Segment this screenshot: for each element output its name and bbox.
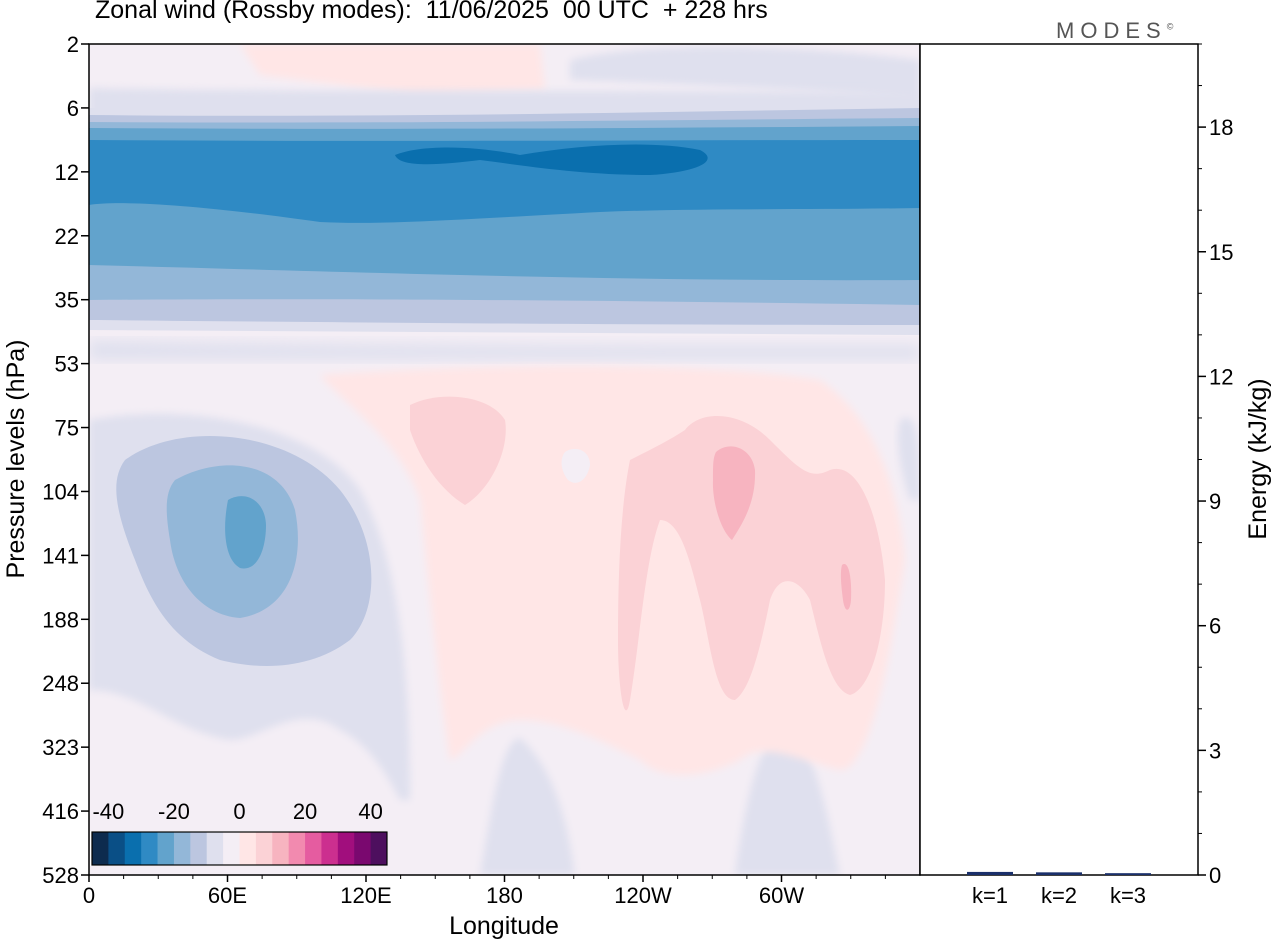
energy-y-tick-label: 6 [1209,614,1221,639]
colorbar-cell [141,832,158,865]
y-tick-label: 2 [67,32,79,57]
x-axis-label: Longitude [449,912,559,940]
energy-bar [967,871,1013,875]
colorbar-cell [370,832,388,865]
colorbar-cell [108,832,126,865]
colorbar-cell [354,832,372,865]
field-east-edge [898,417,920,500]
field-warm-90w [712,446,756,540]
colorbar-tick-label: -40 [92,799,124,824]
energy-y-tick-label: 9 [1209,489,1221,514]
y-tick-label: 6 [67,96,79,121]
colorbar-cell [239,832,257,865]
energy-y-tick-label: 0 [1209,863,1221,888]
energy-y-tick-label: 15 [1209,240,1233,265]
energy-x-tick-label: k=2 [1041,883,1077,908]
y-tick-label: 104 [42,479,79,504]
colorbar-cell [157,832,175,865]
colorbar-cell [272,832,290,865]
colorbar-tick-label: 40 [358,799,382,824]
field-band-53hpa [89,340,920,360]
colorbar-cell [173,832,191,865]
energy-y-tick-label: 18 [1209,115,1233,140]
brand-logo: MODES© [1056,18,1173,44]
x-tick-label: 120E [340,883,391,908]
colorbar-cells [92,832,388,865]
colorbar: -40 -20 0 20 40 [90,799,388,866]
y-tick-label: 416 [42,799,79,824]
field-neutral-spot [561,448,590,483]
colorbar-cell [288,832,306,865]
colorbar-cell [223,832,240,865]
colorbar-cell [255,832,273,865]
energy-bar [1036,872,1082,875]
brand-mark: © [1166,21,1174,32]
field-core-12hpa [395,144,708,175]
zonal-wind-field [89,44,920,875]
energy-y-axis-ticks: 0 3 6 9 12 15 18 [1198,43,1233,888]
field-cold-cell-core [225,496,266,569]
x-axis-ticks: 0 60E 120E 180 120W 60W [83,875,886,908]
y-tick-label: 528 [42,863,79,888]
field-warm-40w [840,564,852,610]
x-tick-label: 180 [486,883,523,908]
energy-x-axis-ticks: k=1 k=2 k=3 [972,883,1146,908]
y-tick-label: 53 [55,352,79,377]
colorbar-tick-label: 0 [233,799,245,824]
colorbar-cell [321,832,339,865]
energy-x-tick-label: k=1 [972,883,1008,908]
y-tick-label: 141 [42,543,79,568]
x-tick-label: 120W [614,883,672,908]
energy-axis-label: Energy (kJ/kg) [1244,378,1272,539]
field-negative-top [570,46,920,100]
energy-y-tick-label: 12 [1209,364,1233,389]
y-tick-label: 248 [42,671,79,696]
energy-bar [1105,873,1151,875]
y-tick-label: 12 [55,160,79,185]
y-axis-label: Pressure levels (hPa) [2,340,30,579]
y-tick-label: 35 [55,288,79,313]
energy-plot-frame [919,43,1199,876]
colorbar-cell [206,832,224,865]
x-tick-label: 60E [208,883,247,908]
colorbar-frame [91,831,388,866]
x-tick-label: 60W [759,883,804,908]
field-warm-150e [410,396,506,505]
y-tick-label: 22 [55,224,79,249]
y-tick-label: 188 [42,607,79,632]
colorbar-tick-label: -20 [158,799,190,824]
colorbar-cell [124,832,142,865]
energy-bars [967,871,1151,875]
field-lower-lobe-a [480,738,575,875]
colorbar-cell [337,832,355,865]
x-tick-label: 0 [83,883,95,908]
colorbar-cell [190,832,208,865]
field-band-12hpa [89,140,920,223]
y-axis-ticks: 2 6 12 22 35 53 75 104 141 188 248 323 416 528 [42,32,89,888]
colorbar-tick-label: 20 [293,799,317,824]
colorbar-cell [305,832,322,865]
field-warm-west [618,416,885,711]
y-tick-label: 75 [55,416,79,441]
y-tick-label: 323 [42,735,79,760]
colorbar-cell [92,832,109,865]
energy-y-tick-label: 3 [1209,738,1221,763]
field-positive-top [240,44,545,95]
colorbar-labels: -40 -20 0 20 40 [92,799,382,824]
brand-name: MODES [1056,18,1167,43]
field-lower-lobe-b [735,725,840,875]
energy-x-tick-label: k=3 [1110,883,1146,908]
chart-title: Zonal wind (Rossby modes): 11/06/2025 00… [95,0,768,24]
